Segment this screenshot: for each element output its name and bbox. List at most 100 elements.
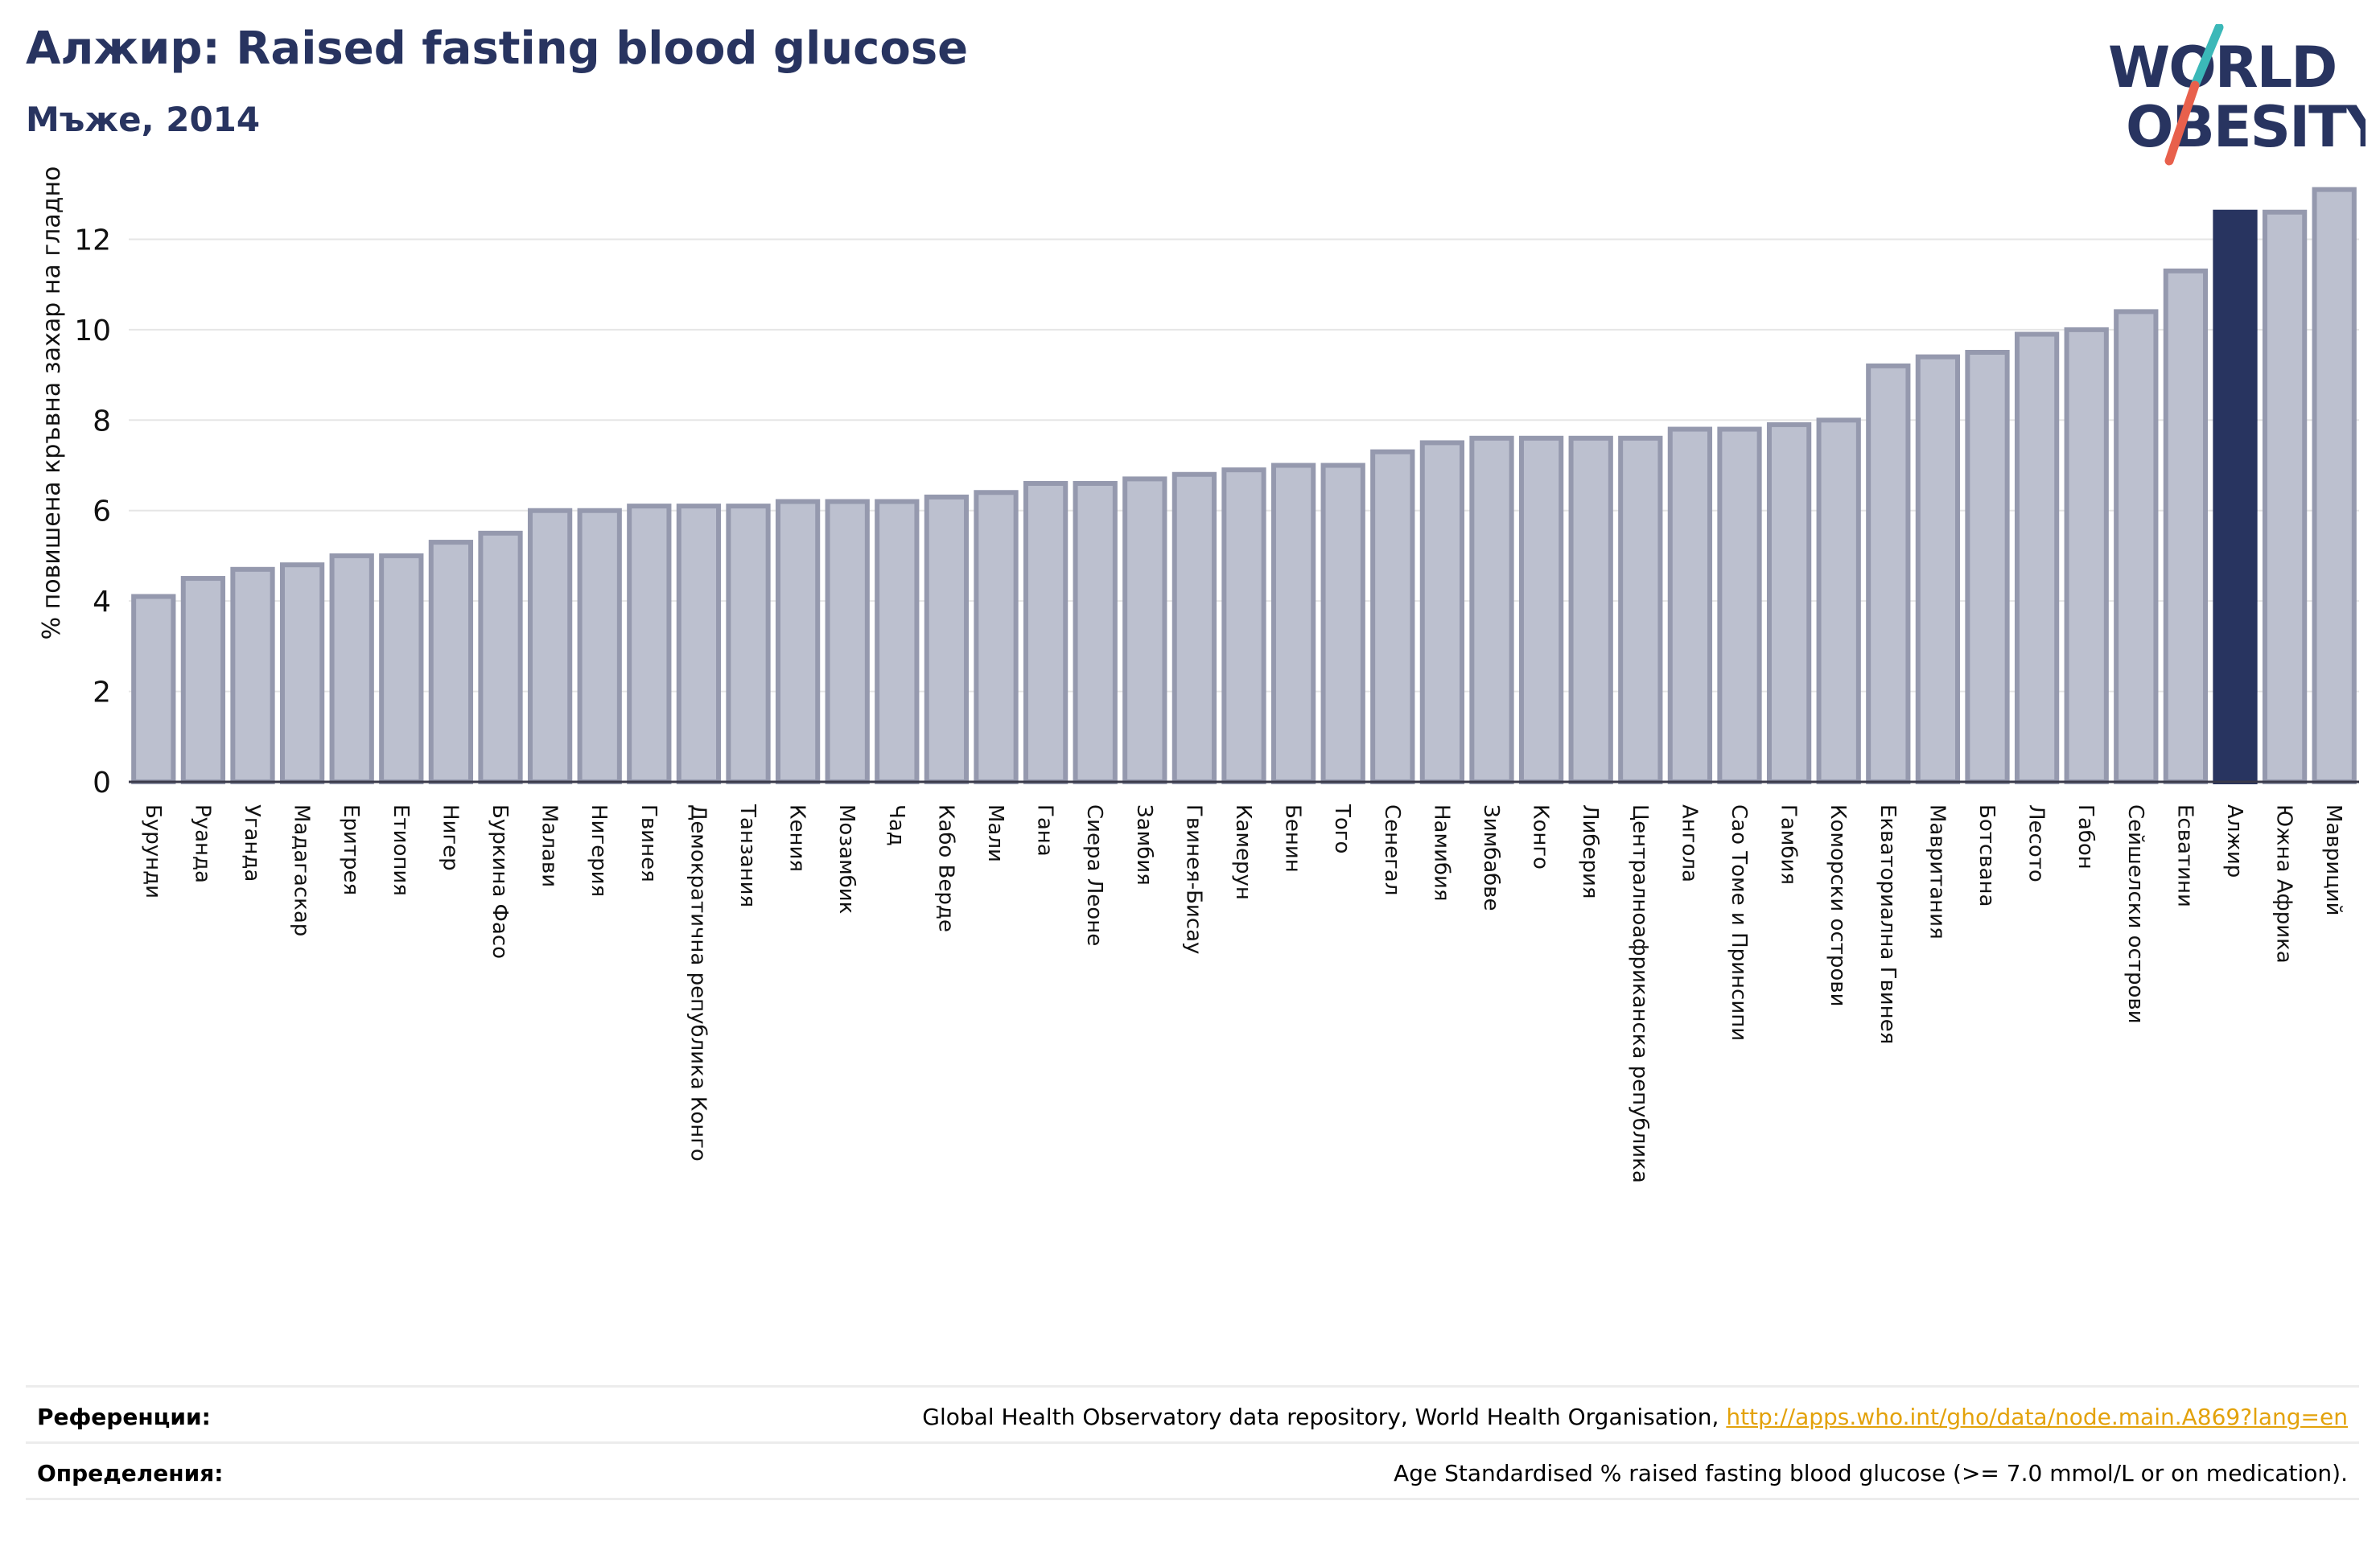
x-tick-label: Кения <box>785 804 809 872</box>
bar <box>1816 417 1861 784</box>
x-tick-label: Сао Томе и Принсипи <box>1727 804 1751 1041</box>
bar <box>2114 309 2159 785</box>
bars <box>131 187 2357 785</box>
bar <box>1717 426 1762 785</box>
x-tick-label: Мозамбик <box>834 804 859 914</box>
bar <box>2163 268 2209 784</box>
bar <box>974 490 1019 784</box>
x-tick-label: Сенегал <box>1380 804 1404 895</box>
y-axis-ticks: 0 2 4 6 8 10 12 <box>74 224 111 800</box>
x-tick-label: Бурунди <box>141 804 165 898</box>
x-tick-label: Гамбия <box>1777 804 1801 885</box>
bar <box>1320 463 1365 784</box>
x-tick-label: Камерун <box>1231 804 1255 900</box>
y-tick-label: 12 <box>74 224 111 257</box>
bar <box>2064 327 2109 784</box>
x-tick-label: Кабо Верде <box>933 804 957 932</box>
bar <box>180 576 226 785</box>
x-tick-label: Бенин <box>1281 804 1305 873</box>
x-tick-label: Сейшелски острови <box>2123 804 2147 1024</box>
definitions-value: Age Standardised % raised fasting blood … <box>1394 1460 2348 1486</box>
y-tick-label: 4 <box>93 586 111 619</box>
logo-text-world: WORLD <box>2108 35 2336 101</box>
bar <box>2014 331 2060 784</box>
x-tick-label: Либерия <box>1578 804 1602 899</box>
y-tick-label: 8 <box>93 405 111 438</box>
x-tick-label: Еритрея <box>339 804 363 895</box>
bar <box>775 499 821 784</box>
y-tick-label: 2 <box>93 676 111 709</box>
world-obesity-logo: WORLD OBESITY <box>2108 24 2366 166</box>
references-value: Global Health Observatory data repositor… <box>922 1404 2348 1430</box>
logo-text-obesity: OBESITY <box>2126 94 2366 160</box>
footer-divider <box>26 1498 2359 1500</box>
bar <box>329 553 374 784</box>
y-tick-label: 6 <box>93 495 111 528</box>
chart-subtitle: Мъже, 2014 <box>26 100 261 139</box>
references-label: Референции: <box>37 1404 211 1430</box>
x-tick-label: Руанда <box>190 804 214 883</box>
x-tick-label: Мадагаскар <box>290 804 314 936</box>
bar <box>1866 363 1911 784</box>
bar <box>279 562 325 784</box>
x-tick-label: Танзания <box>735 804 760 907</box>
bar <box>428 540 474 784</box>
bar <box>875 499 920 784</box>
references-link[interactable]: http://apps.who.int/gho/data/node.main.A… <box>1726 1404 2348 1430</box>
bar <box>577 508 622 785</box>
bar-highlight <box>2213 209 2258 784</box>
definitions-row: Определения: Age Standardised % raised f… <box>26 1441 2359 1500</box>
logo-slash-teal <box>2190 24 2224 90</box>
x-tick-label: Того <box>1330 804 1354 853</box>
x-tick-label: Коморски острови <box>1826 804 1850 1007</box>
x-axis-ticks: Бурунди Руанда Уганда Мадагаскар Еритрея Етио… <box>141 804 2345 1183</box>
bar <box>1915 354 1961 784</box>
x-tick-label: Екваториална Гвинея <box>1876 804 1900 1044</box>
x-tick-label: Етиопия <box>389 804 413 896</box>
bar <box>924 494 970 784</box>
bar <box>1667 426 1713 785</box>
bar <box>1370 449 1415 784</box>
bar <box>527 508 573 785</box>
x-tick-label: Централноафриканска република <box>1628 804 1652 1183</box>
bar <box>1518 435 1564 785</box>
x-tick-label: Есватини <box>2172 804 2197 907</box>
x-tick-label: Конго <box>1529 804 1553 870</box>
x-tick-label: Намибия <box>1429 804 1453 902</box>
x-tick-label: Алжир <box>2222 804 2246 878</box>
definitions-label: Определения: <box>37 1460 224 1486</box>
x-tick-label: Лесото <box>2024 804 2049 882</box>
x-tick-label: Мавритания <box>1925 804 1949 940</box>
y-axis-label: % повишена кръвна захар на гладно <box>38 167 66 640</box>
bar <box>1469 435 1514 785</box>
x-tick-label: Нигер <box>438 804 462 871</box>
x-tick-label: Ботсвана <box>1974 804 1999 907</box>
bar <box>1171 471 1217 784</box>
x-tick-label: Ангола <box>1677 804 1701 882</box>
x-tick-label: Замбия <box>1132 804 1156 886</box>
bar <box>1221 467 1266 784</box>
bar <box>1270 463 1316 784</box>
x-tick-label: Буркина Фасо <box>488 804 512 959</box>
references-row: Референции: Global Health Observatory da… <box>26 1385 2359 1444</box>
bar <box>1419 440 1465 785</box>
bar <box>825 499 870 784</box>
references-text: Global Health Observatory data repositor… <box>922 1404 1727 1430</box>
y-tick-label: 10 <box>74 315 111 347</box>
bar <box>478 530 523 784</box>
bar <box>1122 476 1167 784</box>
bar <box>131 594 176 784</box>
bar <box>627 504 672 785</box>
x-tick-label: Южна Африка <box>2272 804 2296 964</box>
bar <box>676 504 722 785</box>
bar <box>2262 209 2308 784</box>
x-tick-label: Мавриций <box>2321 804 2345 916</box>
bar <box>1073 481 1118 784</box>
x-tick-label: Малави <box>537 804 562 887</box>
chart-title: Алжир: Raised fasting blood glucose <box>26 23 969 75</box>
bar <box>379 553 424 784</box>
x-tick-label: Гвинея <box>636 804 661 882</box>
x-tick-label: Уганда <box>240 804 264 882</box>
bar <box>1965 349 2010 784</box>
bar-chart: 0 2 4 6 8 10 12 Бурунди Руанда Уганда Мадагаскар Е… <box>38 167 2359 1183</box>
